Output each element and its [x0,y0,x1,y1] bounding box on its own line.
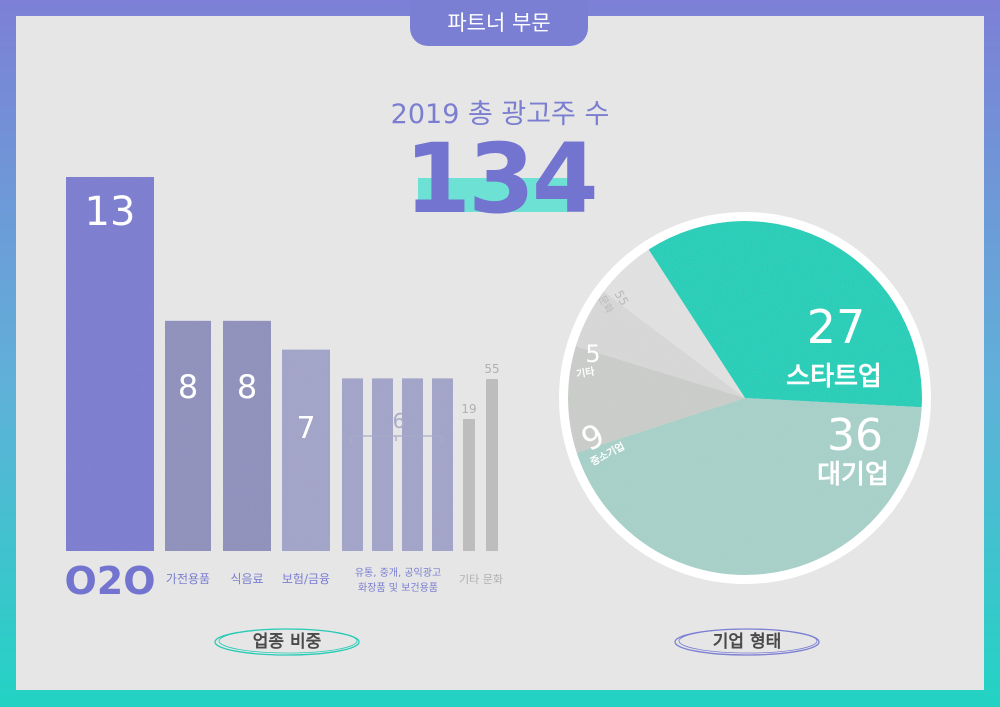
bar-other-19 [463,419,475,551]
bar-retail-group-4 [432,378,453,551]
category-label-insurance: 보험/금융 [282,572,330,586]
bar-value-appliances: 8 [178,368,198,406]
caption-oval-icon [674,628,820,656]
section-tab: 파트너 부문 [410,0,588,46]
category-label-food: 식음료 [230,572,263,586]
pie-value-large-enterprise: 36 [827,410,883,461]
pie-label-other: 기타 [575,364,596,380]
bar-other-55 [486,379,498,551]
caption-oval-icon [214,628,360,656]
bar-value-other-19: 19 [461,402,476,416]
bar-appliances [165,320,211,551]
pie-value-culture: 55 [612,288,632,308]
bar-o2o [66,177,154,551]
bar-insurance [282,349,330,551]
total-advertisers-title: 2019 총 광고주 수 [390,99,610,130]
bar-value-other-55: 55 [484,362,499,376]
bar-retail-group-1 [342,378,363,551]
bar-value-insurance: 7 [296,411,315,446]
category-label-retail-line1: 유통, 중개, 공익광고 [355,567,441,579]
bar-food [223,320,271,551]
bar-chart-caption-text: 업종 비중 [252,632,322,652]
total-highlight [418,178,568,212]
total-advertisers-value: 134 [404,123,598,235]
pie-slice-sme [568,346,745,453]
pie-value-other: 5 [585,340,600,368]
pie-label-large-enterprise: 대기업 [817,460,889,490]
bar-value-food: 8 [237,368,257,406]
pie-value-startup: 27 [807,300,866,354]
bar-retail-group-2 [372,378,393,551]
pie-label-startup: 스타트업 [786,362,882,392]
category-label-retail-line2: 화장품 및 보건용품 [358,582,438,594]
pie-chart-caption: 기업 형태 [674,628,820,656]
pie-outer-ring [559,212,931,584]
pie-slice-large-enterprise [576,398,922,575]
category-label-o2o: O2O [64,559,155,603]
pie-chart-caption-text: 기업 형태 [712,632,782,652]
group-bracket [350,435,443,443]
pie-slice-culture [603,249,745,398]
bar-chart-caption: 업종 비중 [214,628,360,656]
pie-slice-other [575,291,745,398]
category-label-appliances: 가전용품 [166,572,210,586]
bar-retail-group-3 [402,378,423,551]
pie-slice-startup [648,220,922,408]
bar-value-retail-group: 6 [393,409,406,433]
bar-value-o2o: 13 [85,189,136,235]
category-label-other: 기타 문화 [459,573,503,586]
